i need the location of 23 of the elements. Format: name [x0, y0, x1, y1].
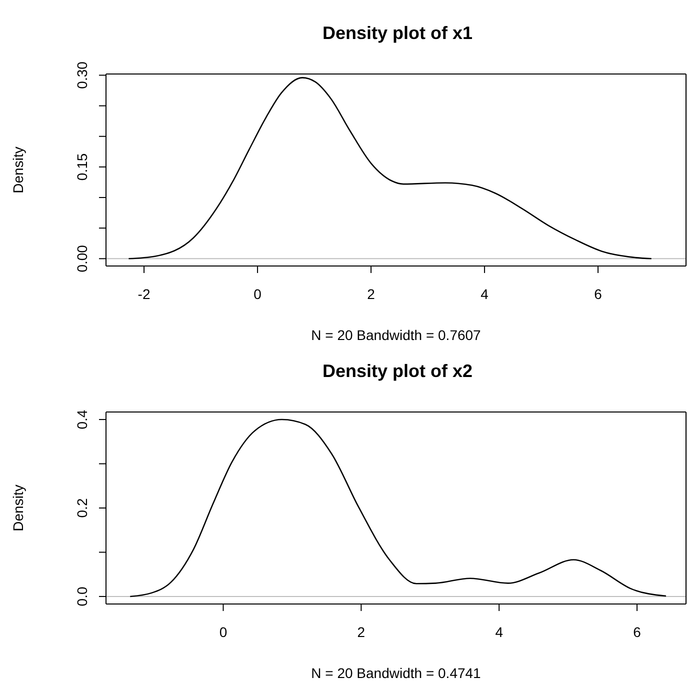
line-series [128, 77, 652, 260]
y-axis-title: Density [10, 484, 26, 532]
x-tick-label: 6 [594, 286, 602, 302]
x-tick-label: 0 [219, 624, 228, 640]
x-tick-label: -2 [138, 286, 150, 302]
x-tick-label: 4 [495, 624, 504, 640]
x-axis-title: N = 20 Bandwidth = 0.7607 [311, 327, 482, 343]
x-tick-label: 2 [357, 624, 366, 640]
y-tick-label: 0.2 [74, 498, 90, 518]
y-tick-label: 0.00 [74, 244, 90, 272]
y-tick-label: 0.4 [74, 410, 90, 430]
x-tick-label: 0 [254, 286, 262, 302]
chart-title: Density plot of x1 [321, 22, 474, 45]
y-tick-label: 0.30 [74, 61, 90, 89]
line-series [129, 418, 667, 598]
y-axis-title: Density [10, 146, 26, 194]
y-tick-label: 0.0 [74, 586, 90, 606]
x-tick-label: 4 [480, 286, 489, 302]
x-tick-label: 2 [367, 286, 376, 302]
x-tick-label: 6 [633, 624, 642, 640]
x-axis-title: N = 20 Bandwidth = 0.4741 [311, 665, 482, 681]
chart-title: Density plot of x2 [321, 360, 474, 383]
y-tick-label: 0.15 [74, 153, 90, 181]
